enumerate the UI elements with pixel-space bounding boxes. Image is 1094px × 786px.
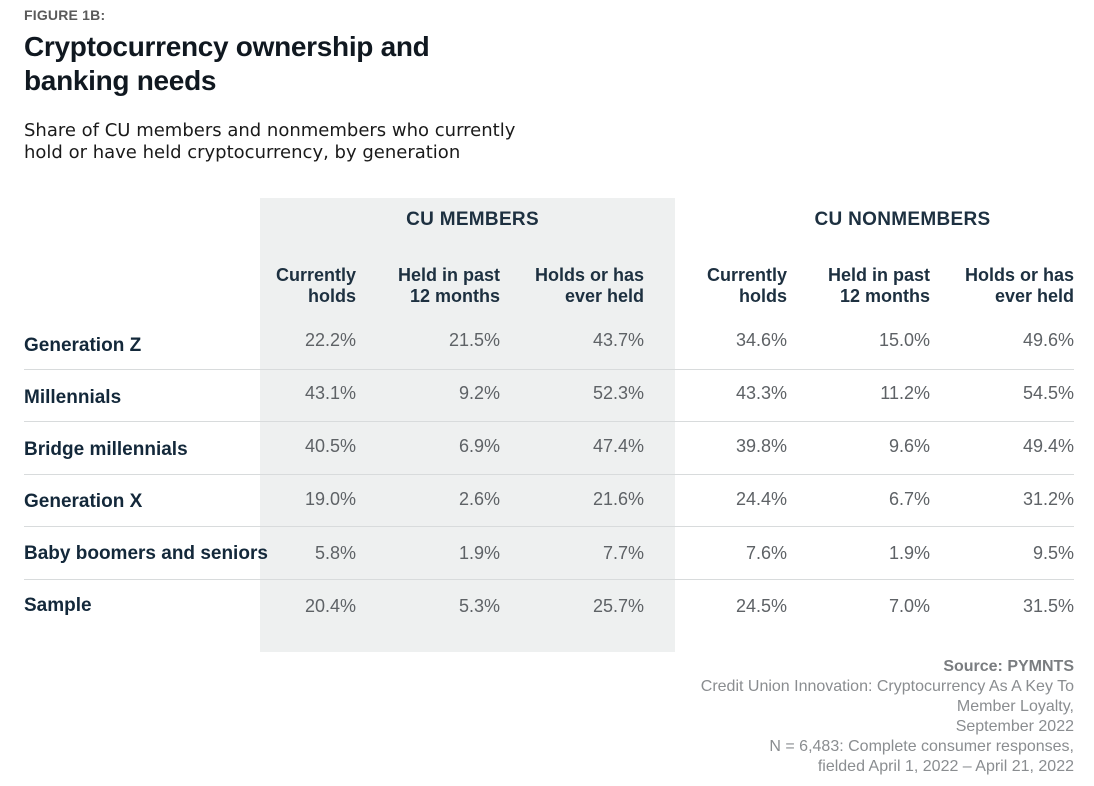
table-cell: 43.1% xyxy=(304,383,356,403)
table-cell: 19.0% xyxy=(304,489,356,509)
table-cell: 7.0% xyxy=(888,596,930,616)
table-cell: 7.6% xyxy=(745,543,787,563)
source-line: N = 6,483: Complete consumer responses, xyxy=(769,738,1074,755)
table-cell: 31.5% xyxy=(1022,596,1074,616)
column-header: Currently holds xyxy=(706,265,787,306)
row-divider xyxy=(24,421,1074,422)
table-cell: 39.8% xyxy=(735,436,787,456)
table-cell: 9.2% xyxy=(458,383,500,403)
column-header: Held in past 12 months xyxy=(397,265,500,306)
table-cell: 1.9% xyxy=(888,543,930,563)
row-label: Millennials xyxy=(24,387,122,408)
figure-label: FIGURE 1B: xyxy=(24,7,106,23)
row-label: Bridge millennials xyxy=(24,439,188,460)
table-cell: 24.5% xyxy=(735,596,787,616)
table-cell: 31.2% xyxy=(1022,489,1074,509)
column-header: Held in past 12 months xyxy=(827,265,930,306)
table-cell: 11.2% xyxy=(880,383,930,403)
table-cell: 9.5% xyxy=(1032,543,1074,563)
table-cell: 54.5% xyxy=(1022,383,1074,403)
table-cell: 43.3% xyxy=(735,383,787,403)
row-divider xyxy=(24,526,1074,527)
table-cell: 5.8% xyxy=(314,543,356,563)
chart-title: Cryptocurrency ownership and banking nee… xyxy=(24,31,430,96)
group-header-nonmembers: CU NONMEMBERS xyxy=(814,209,991,230)
group-header-members: CU MEMBERS xyxy=(406,209,539,230)
source-note: Source: PYMNTS Credit Union Innovation: … xyxy=(654,657,1074,777)
table-cell: 24.4% xyxy=(735,489,787,509)
table-cell: 6.7% xyxy=(888,489,930,509)
table-cell: 22.2% xyxy=(304,330,356,350)
row-divider xyxy=(24,369,1074,370)
table-cell: 20.4% xyxy=(304,596,356,616)
row-divider xyxy=(24,579,1074,580)
table-cell: 25.7% xyxy=(592,596,644,616)
column-header: Currently holds xyxy=(275,265,356,306)
table-cell: 21.5% xyxy=(448,330,500,350)
source-line: September 2022 xyxy=(955,718,1074,735)
row-label: Baby boomers and seniors xyxy=(24,543,268,564)
source-line: fielded April 1, 2022 – April 21, 2022 xyxy=(817,758,1074,775)
row-label: Generation Z xyxy=(24,335,142,356)
table-cell: 52.3% xyxy=(592,383,644,403)
table-cell: 21.6% xyxy=(592,489,644,509)
table-cell: 49.4% xyxy=(1022,436,1074,456)
row-label: Generation X xyxy=(24,491,143,512)
column-header: Holds or has ever held xyxy=(964,265,1074,306)
table-cell: 34.6% xyxy=(735,330,787,350)
table-cell: 40.5% xyxy=(304,436,356,456)
members-shaded-panel xyxy=(260,198,675,652)
chart-subtitle: Share of CU members and nonmembers who c… xyxy=(24,120,516,163)
row-divider xyxy=(24,474,1074,475)
column-header: Holds or has ever held xyxy=(534,265,644,306)
table-cell: 15.0% xyxy=(878,330,930,350)
table-cell: 7.7% xyxy=(602,543,644,563)
table-cell: 5.3% xyxy=(458,596,500,616)
table-cell: 9.6% xyxy=(888,436,930,456)
table-cell: 6.9% xyxy=(458,436,500,456)
source-line: Member Loyalty, xyxy=(956,698,1074,715)
table-cell: 47.4% xyxy=(592,436,644,456)
table-cell: 43.7% xyxy=(592,330,644,350)
table-cell: 1.9% xyxy=(458,543,500,563)
row-label: Sample xyxy=(24,595,92,616)
table-cell: 49.6% xyxy=(1022,330,1074,350)
table-cell: 2.6% xyxy=(458,489,500,509)
source-line: Credit Union Innovation: Cryptocurrency … xyxy=(700,678,1074,695)
source-heading: Source: PYMNTS xyxy=(943,658,1074,675)
